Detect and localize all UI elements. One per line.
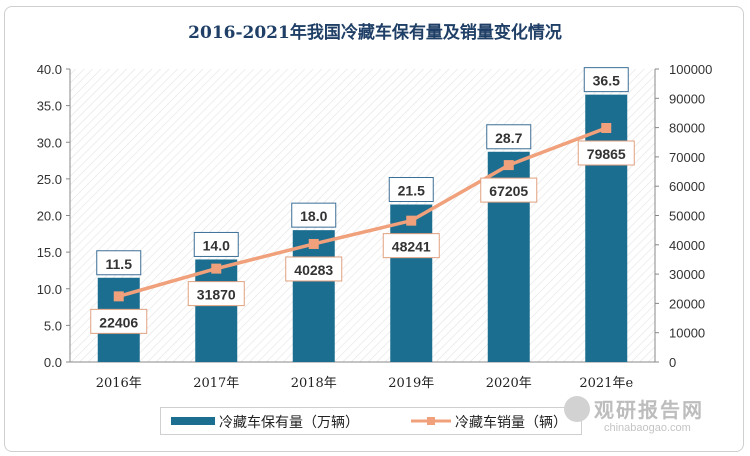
sales-point: [211, 263, 222, 274]
bar-label-box: [486, 124, 532, 150]
y-left-tick-label: 40.0: [37, 62, 62, 77]
y-right-tick-label: 40000: [669, 238, 705, 253]
y-left-tick-label: 0.0: [44, 355, 62, 370]
watermark-main: 观研报告网: [594, 398, 704, 422]
bar-data-label: 14.0: [203, 237, 230, 253]
bar: [292, 230, 335, 362]
line-data-label: 22406: [99, 314, 138, 330]
line-label-box: [382, 233, 440, 259]
y-right-tick-label: 80000: [669, 121, 705, 136]
y-right-tick-label: 20000: [669, 296, 705, 311]
x-tick-label: 2020年: [486, 376, 532, 391]
line-data-label: 48241: [392, 239, 431, 255]
line-label-box: [577, 140, 635, 166]
plot-area: [70, 69, 655, 362]
x-tick-label: 2017年: [193, 376, 239, 391]
y-right-tick-label: 30000: [669, 267, 705, 282]
line-label-box: [187, 281, 245, 307]
y-left-tick-label: 35.0: [37, 99, 62, 114]
sales-point: [308, 238, 319, 249]
bar-data-label: 28.7: [495, 130, 522, 146]
legend-line-marker: [427, 417, 435, 425]
legend-bar-label: 冷藏车保有量（万辆）: [219, 415, 359, 431]
sales-point: [503, 160, 514, 171]
x-tick-label: 2021年e: [579, 376, 633, 391]
bar-label-box: [96, 250, 142, 276]
x-tick-label: 2016年: [96, 376, 142, 391]
legend: 冷藏车保有量（万辆） 冷藏车销量（辆）: [160, 407, 582, 435]
y-right-tick-label: 90000: [669, 91, 705, 106]
y-right-tick-label: 0: [669, 355, 676, 370]
line-label-box: [90, 308, 148, 334]
y-right-tick-label: 60000: [669, 179, 705, 194]
bar: [585, 94, 628, 362]
line-label-box: [480, 177, 538, 203]
sales-point: [601, 122, 612, 133]
bar-data-label: 18.0: [300, 208, 327, 224]
y-left-tick-label: 20.0: [37, 209, 62, 224]
legend-bar-swatch: [171, 417, 215, 425]
bar: [195, 259, 238, 362]
bar-data-label: 21.5: [398, 183, 425, 199]
x-tick-label: 2019年: [388, 376, 434, 391]
bar: [390, 204, 433, 362]
line-data-label: 31870: [197, 287, 236, 303]
legend-line-label: 冷藏车销量（辆）: [455, 415, 567, 431]
bar-data-label: 11.5: [106, 256, 133, 272]
bar-label-box: [193, 231, 239, 257]
sales-point: [406, 215, 417, 226]
watermark-logo-icon: [564, 396, 590, 422]
watermark-sub: chinabaogao.com: [604, 422, 691, 434]
sales-point: [113, 291, 124, 302]
y-left-tick-label: 15.0: [37, 245, 62, 260]
y-right-tick-label: 70000: [669, 150, 705, 165]
bar-label-box: [583, 67, 629, 93]
x-tick-label: 2018年: [291, 376, 337, 391]
line-label-box: [285, 256, 343, 282]
y-right-tick-label: 10000: [669, 326, 705, 341]
sales-line: [118, 126, 607, 299]
line-data-label: 79865: [587, 146, 626, 162]
y-right-tick-label: 100000: [669, 62, 712, 77]
line-data-label: 40283: [294, 262, 333, 278]
bar-data-label: 36.5: [593, 73, 620, 89]
line-data-label: 67205: [489, 183, 528, 199]
y-left-tick-label: 25.0: [37, 172, 62, 187]
watermark: 观研报告网 chinabaogao.com: [560, 390, 740, 446]
chart-title: 2016-2021年我国冷藏车保有量及销量变化情况: [188, 23, 562, 43]
y-left-tick-label: 5.0: [44, 318, 62, 333]
y-left-tick-label: 10.0: [37, 282, 62, 297]
bar-label-box: [291, 202, 337, 228]
y-right-tick-label: 50000: [669, 209, 705, 224]
bar-label-box: [388, 177, 434, 203]
y-left-tick-label: 30.0: [37, 135, 62, 150]
